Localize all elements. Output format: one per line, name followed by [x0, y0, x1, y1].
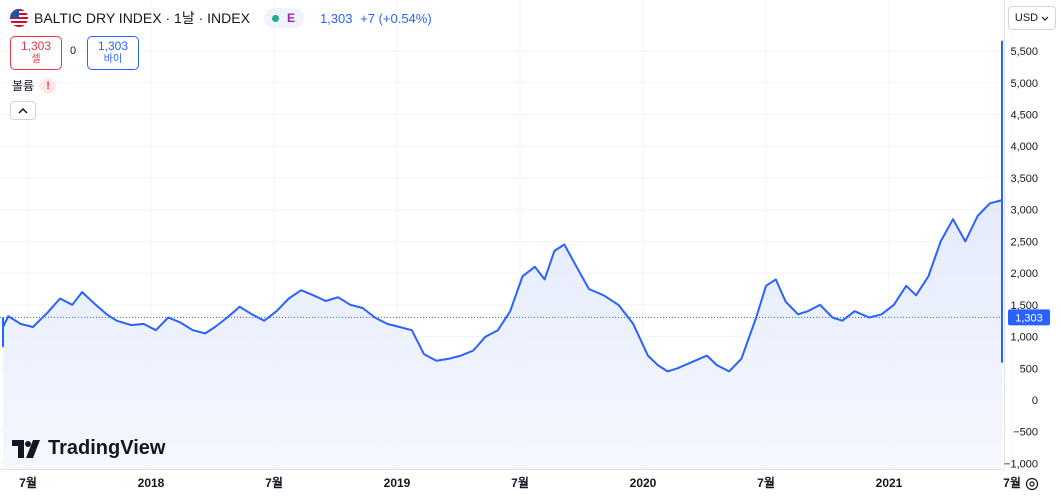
last-price-text: 1,303 [1015, 312, 1043, 324]
volume-legend[interactable]: 볼륨 ! [12, 77, 57, 94]
exchange-badge: E [286, 11, 295, 25]
price-axis-tick: 500 [1020, 363, 1038, 375]
chevron-up-icon [18, 107, 28, 114]
settings-icon [1025, 477, 1039, 491]
symbol-title[interactable]: BALTIC DRY INDEX · 1날 · INDEX [34, 10, 250, 26]
chevron-down-icon [1041, 16, 1049, 21]
collapse-legend-button[interactable] [10, 101, 36, 120]
price-axis-tick: 2,500 [1010, 236, 1038, 248]
price-line [2, 40, 1003, 373]
market-open-dot-icon [271, 14, 279, 22]
price-axis-tick: 4,000 [1010, 141, 1038, 153]
logo-text: TradingView [48, 437, 166, 459]
currency-button[interactable]: USD [1008, 6, 1056, 30]
price-axis-tick: 5,000 [1010, 78, 1038, 90]
price-axis-tick: 1,500 [1010, 300, 1038, 312]
market-status-pill[interactable]: E [263, 8, 304, 28]
time-axis-tick: 2020 [630, 476, 657, 490]
time-axis-tick: 2018 [138, 476, 165, 490]
price-axis-tick: 3,500 [1010, 173, 1038, 185]
price-axis[interactable]: 5,500 5,000 4,500 4,000 3,500 3,000 2,500 2,000… [1004, 46, 1038, 470]
buy-label: 바이 [103, 54, 123, 65]
spread-value: 0 [70, 45, 77, 57]
price-axis-tick: 0 [1032, 395, 1038, 407]
volume-label: 볼륨 [12, 79, 35, 93]
chart-settings-button[interactable] [1022, 474, 1042, 494]
price-axis-tick: 4,500 [1010, 109, 1038, 121]
time-axis-tick: 7월 [265, 475, 283, 490]
price-axis-tick: 3,000 [1010, 205, 1038, 217]
buy-button[interactable]: 1,303 바이 [87, 36, 139, 70]
symbol-header[interactable]: BALTIC DRY INDEX · 1날 · INDEX E 1,303 +7… [10, 7, 432, 29]
time-axis-tick: 2019 [384, 476, 411, 490]
us-flag-icon [10, 9, 28, 27]
price-axis-tick: −1,000 [1004, 458, 1038, 470]
last-price: 1,303 +7 (+0.54%) [320, 11, 432, 26]
price-axis-tick: 2,000 [1010, 268, 1038, 280]
time-axis-tick: 7월 [511, 475, 529, 490]
sell-label: 셀 [31, 54, 41, 65]
price-axis-tick: −500 [1013, 427, 1038, 439]
time-axis-tick: 7월 [19, 475, 37, 490]
price-change: +7 (+0.54%) [360, 10, 432, 26]
warning-icon[interactable]: ! [40, 77, 57, 94]
buy-price: 1,303 [97, 39, 129, 53]
tradingview-logo-icon [12, 439, 40, 458]
time-axis[interactable]: 7월20187월20197월20207월20217월20227월20237월20… [19, 475, 1061, 490]
time-axis-tick: 2021 [876, 476, 903, 490]
last-price-label: 1,303 [1008, 309, 1050, 326]
tradingview-logo[interactable]: TradingView [12, 437, 165, 460]
price-axis-tick: 5,500 [1010, 46, 1038, 58]
sell-price: 1,303 [20, 39, 52, 53]
time-axis-tick: 7월 [1003, 475, 1021, 490]
sell-button[interactable]: 1,303 셀 [10, 36, 62, 70]
price-axis-tick: 1,000 [1010, 332, 1038, 344]
currency-label: USD [1014, 12, 1039, 24]
time-axis-tick: 7월 [757, 475, 775, 490]
last-price-value: 1,303 [319, 10, 353, 26]
price-area [3, 41, 1002, 469]
